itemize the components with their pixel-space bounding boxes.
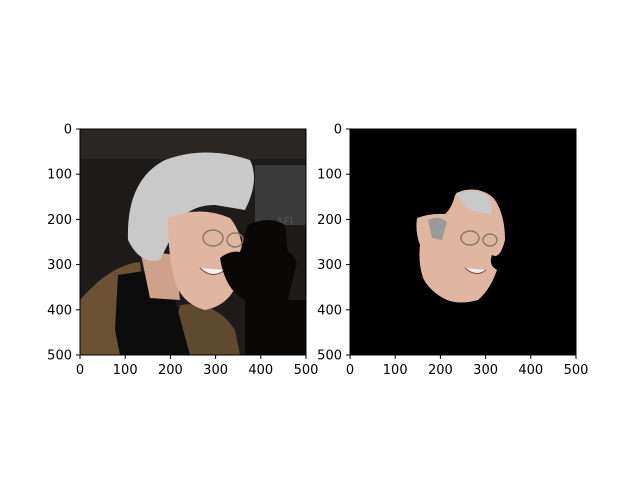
- x-tick-label: 400: [518, 363, 543, 378]
- masked-face-image: [350, 129, 576, 355]
- y-tick-label: 400: [47, 303, 72, 318]
- y-tick-label: 400: [317, 303, 342, 318]
- photo-image: AFI: [80, 129, 306, 355]
- axes-left: AFI 0 100 200 300 400 500 0 100 200 300 400 500: [47, 123, 318, 379]
- y-tick-label: 500: [47, 349, 72, 364]
- y-tick-label: 100: [317, 168, 342, 183]
- y-tick-label: 300: [47, 258, 72, 273]
- x-tick-label: 100: [383, 363, 408, 378]
- axes-left-frame: [79, 128, 307, 356]
- y-tick-label: 200: [47, 213, 72, 228]
- x-tick-label: 500: [564, 363, 589, 378]
- x-tick-label: 300: [203, 363, 228, 378]
- y-tick-label: 0: [64, 123, 72, 138]
- y-tick-label: 0: [334, 123, 342, 138]
- y-tick-label: 500: [317, 349, 342, 364]
- x-tick-label: 200: [158, 363, 183, 378]
- y-tick-label: 300: [317, 258, 342, 273]
- x-tick-label: 0: [346, 363, 354, 378]
- y-tick-label: 200: [317, 213, 342, 228]
- x-tick-label: 100: [113, 363, 138, 378]
- x-tick-label: 200: [428, 363, 453, 378]
- x-tick-label: 0: [76, 363, 84, 378]
- x-tick-label: 400: [248, 363, 273, 378]
- x-tick-label: 500: [294, 363, 319, 378]
- y-tick-label: 100: [47, 168, 72, 183]
- axes-right-frame: [349, 128, 577, 356]
- axes-right: 0 100 200 300 400 500 0 100 200 300 400 500: [317, 123, 588, 379]
- x-tick-label: 300: [473, 363, 498, 378]
